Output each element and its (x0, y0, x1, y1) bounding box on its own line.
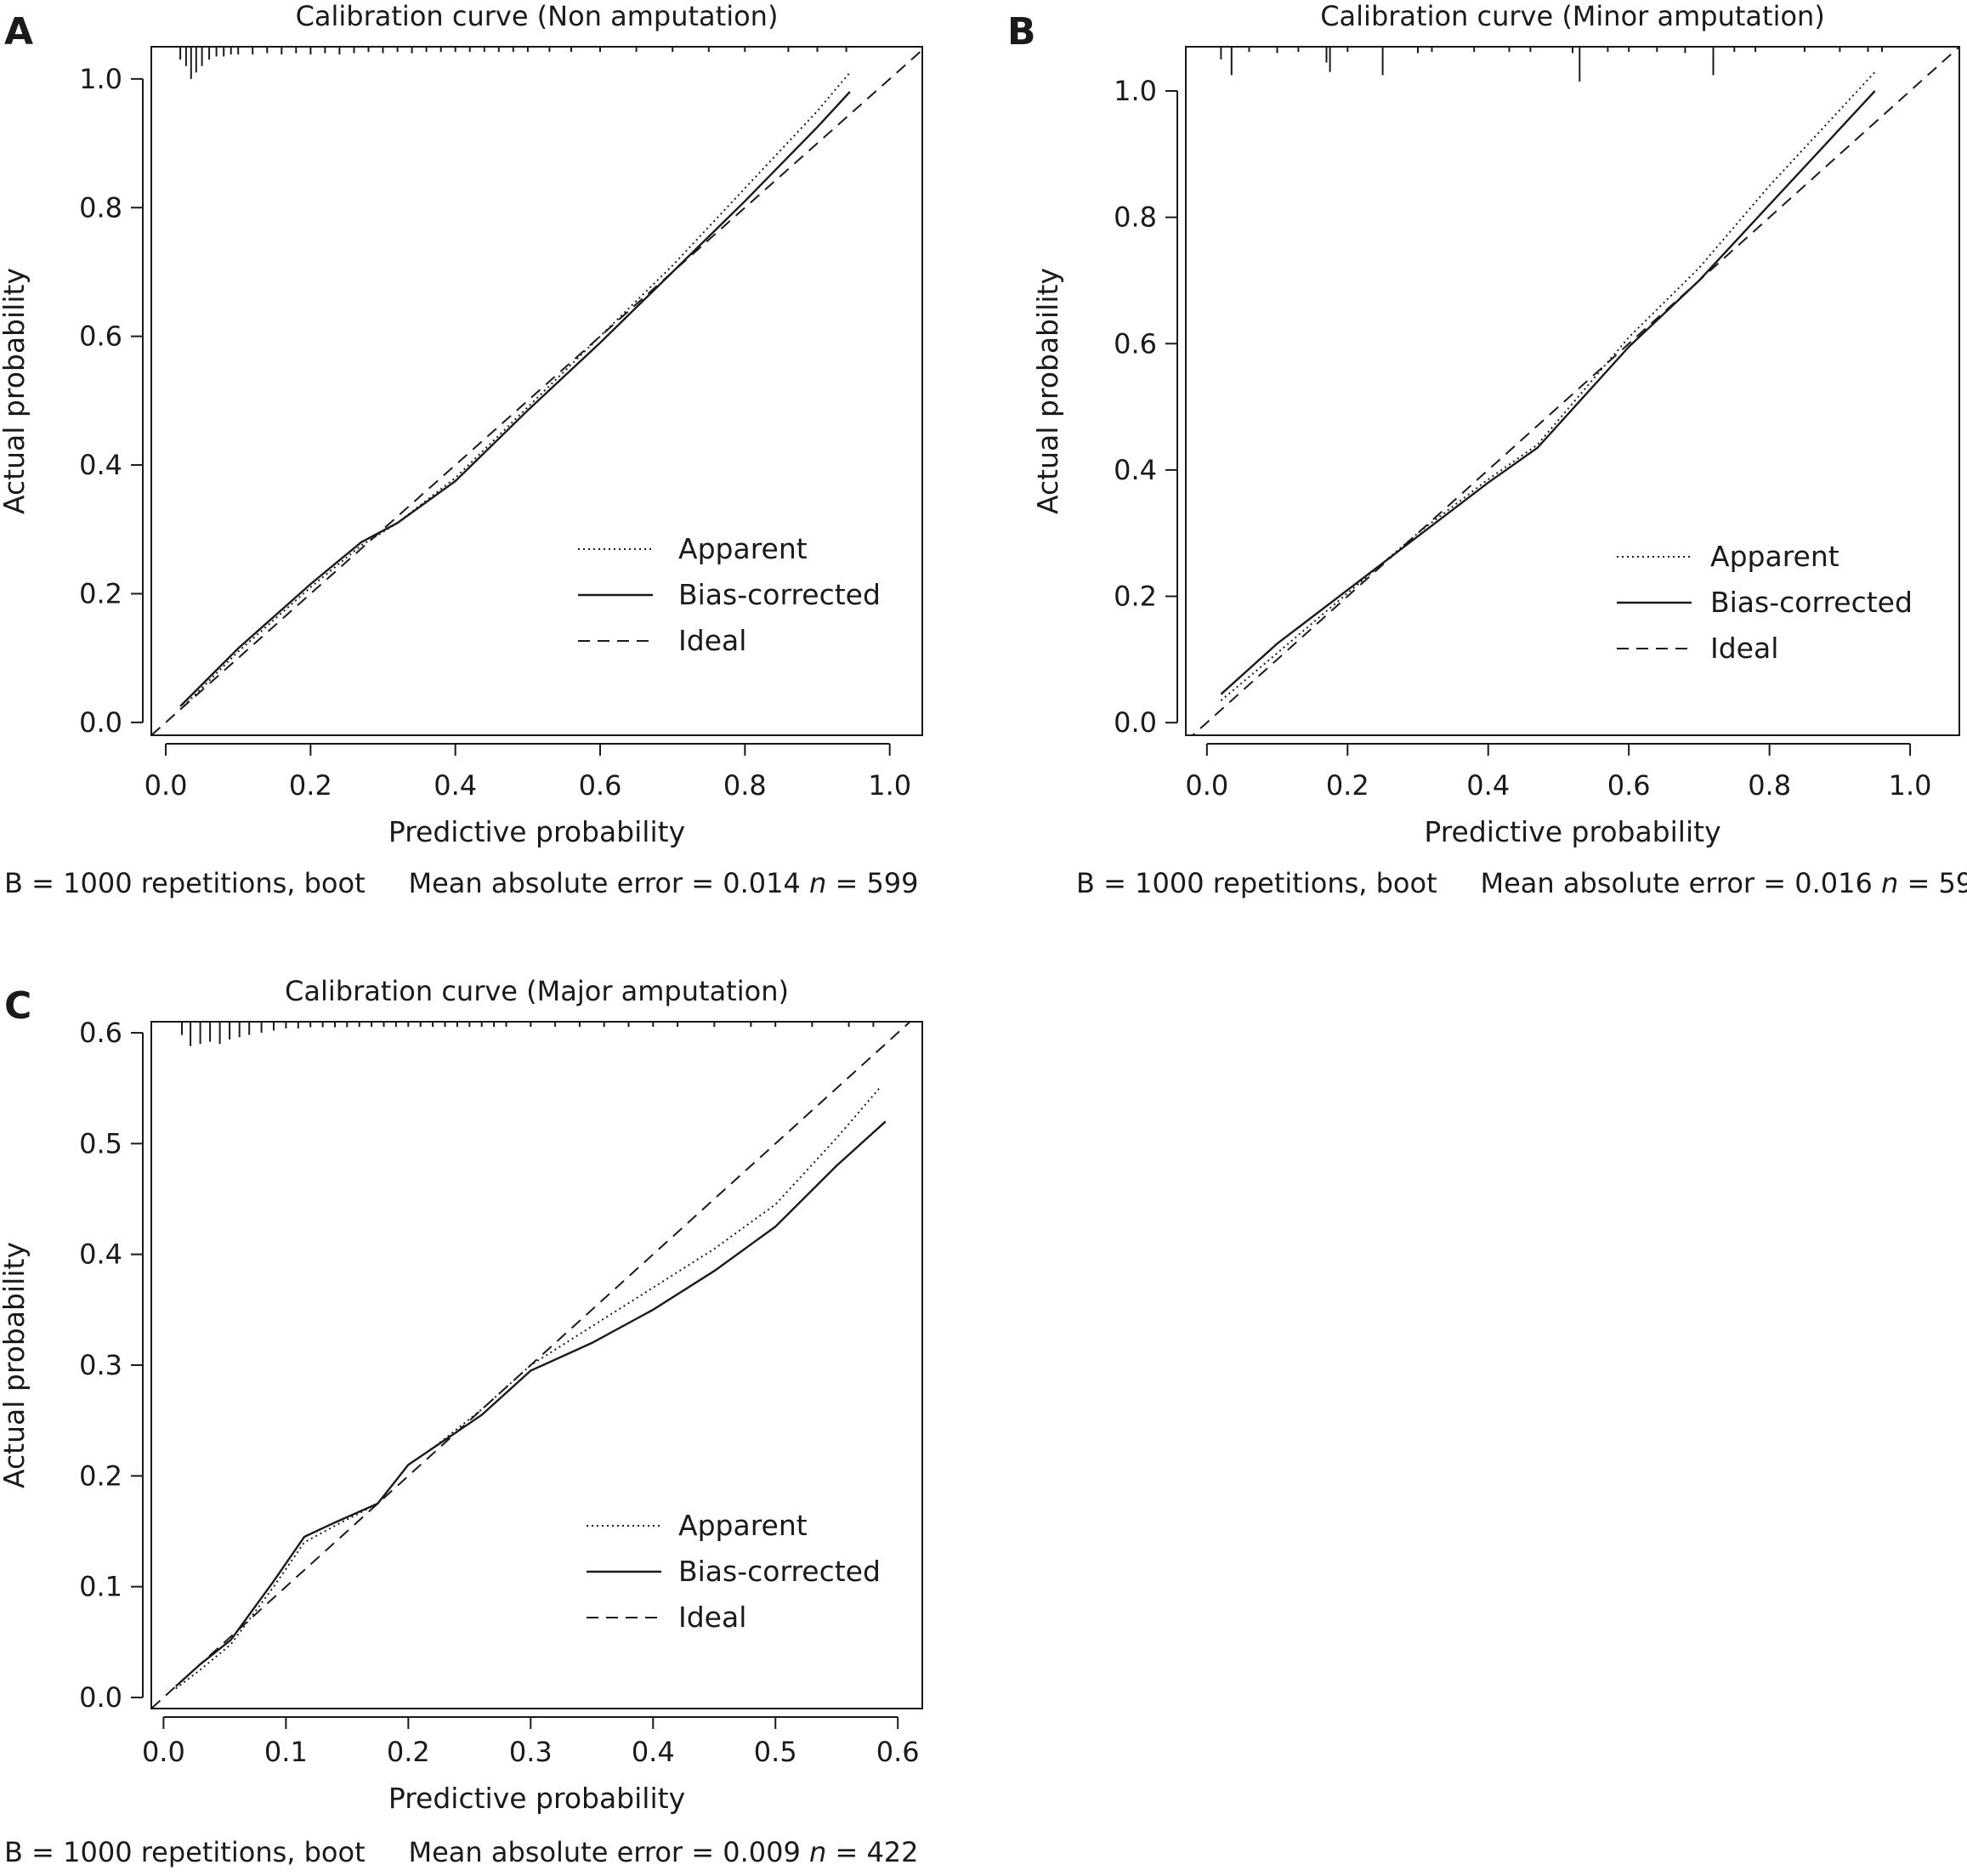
y-tick-label: 0.0 (79, 1681, 122, 1714)
footer-stats: B = 1000 repetitions, boot Mean absolute… (4, 1836, 919, 1868)
series-line-ideal (1191, 47, 1959, 735)
footer-n-symbol: n (809, 867, 826, 899)
footer-n-symbol: n (1881, 867, 1898, 899)
x-tick-label: 0.6 (1607, 769, 1651, 802)
y-tick-label: 0.8 (1114, 201, 1157, 234)
x-tick-label: 0.5 (754, 1736, 797, 1768)
rug-marks (181, 1022, 875, 1046)
x-axis-label: Predictive probability (388, 1782, 685, 1815)
y-tick-label: 0.0 (1114, 706, 1157, 739)
x-tick-label: 0.2 (289, 769, 332, 802)
legend-label: Apparent (678, 1509, 808, 1542)
panel-letter: A (4, 10, 33, 54)
panel-letter: C (4, 984, 31, 1028)
footer-n-value: = 599 (1898, 867, 1967, 899)
legend: Apparent Bias-corrected Ideal (578, 532, 881, 657)
chart-panel-a: A Calibration curve (Non amputation) 0.0 0.… (0, 0, 923, 899)
legend-label: Bias-corrected (678, 1555, 881, 1588)
y-tick-label: 0.2 (79, 577, 122, 609)
y-axis-label: Actual probability (0, 1242, 31, 1488)
series-line-bias-corrected (174, 1120, 887, 1687)
x-axis-label: Predictive probability (388, 815, 685, 848)
x-tick-label: 0.0 (145, 769, 188, 802)
x-tick-label: 1.0 (1889, 769, 1932, 802)
y-tick-label: 1.0 (1114, 75, 1157, 107)
footer-text: B = 1000 repetitions, boot Mean absolute… (4, 1836, 809, 1868)
y-tick-label: 0.4 (1114, 454, 1157, 486)
x-tick-label: 0.1 (264, 1736, 308, 1768)
plot-frame (1185, 46, 1960, 736)
y-tick-label: 0.8 (79, 191, 122, 224)
plot-frame (150, 46, 923, 736)
panel-letter: B (1007, 10, 1036, 54)
chart-panel-b: B Calibration curve (Minor amputation) 0.0… (1007, 0, 1967, 899)
series-line-bias-corrected (179, 91, 851, 707)
plot-frame (150, 1021, 923, 1709)
x-tick-label: 0.4 (434, 769, 477, 802)
y-axis-label: Actual probability (0, 268, 31, 514)
footer-n-symbol: n (809, 1836, 826, 1868)
rug-marks (179, 47, 847, 79)
chart-panel-c: C Calibration curve (Major amputation) 0.0… (0, 975, 923, 1868)
y-tick-label: 0.3 (79, 1349, 122, 1381)
y-tick-label: 0.5 (79, 1127, 122, 1159)
legend-label: Apparent (678, 532, 808, 565)
y-tick-label: 0.6 (79, 1017, 122, 1049)
footer-stats: B = 1000 repetitions, boot Mean absolute… (4, 867, 919, 899)
x-tick-label: 0.6 (876, 1736, 920, 1768)
series-line-apparent (179, 71, 851, 711)
y-tick-label: 0.6 (79, 320, 122, 353)
y-tick-label: 1.0 (79, 63, 122, 95)
y-tick-label: 0.0 (79, 706, 122, 739)
chart-title: Calibration curve (Major amputation) (285, 975, 789, 1007)
footer-text: B = 1000 repetitions, boot Mean absolute… (4, 867, 809, 899)
x-tick-label: 0.8 (1748, 769, 1791, 802)
x-tick-label: 0.3 (509, 1736, 553, 1768)
footer-n-value: = 599 (826, 867, 918, 899)
y-tick-label: 0.2 (79, 1459, 122, 1492)
legend: Apparent Bias-corrected Ideal (1617, 540, 1913, 665)
x-tick-label: 0.0 (142, 1736, 185, 1768)
chart-title: Calibration curve (Non amputation) (296, 0, 779, 32)
x-axis-label: Predictive probability (1424, 815, 1720, 848)
x-tick-label: 0.4 (632, 1736, 675, 1768)
y-tick-label: 0.4 (79, 449, 122, 481)
series-line-ideal (151, 49, 922, 735)
x-tick-label: 0.0 (1185, 769, 1228, 802)
legend-label: Ideal (678, 1601, 746, 1634)
y-tick-label: 0.2 (1114, 581, 1157, 613)
footer-n-value: = 422 (826, 1836, 918, 1868)
plot-area (151, 1022, 912, 1709)
y-axis-label: Actual probability (1031, 268, 1064, 514)
x-tick-label: 0.6 (579, 769, 622, 802)
footer-stats: B = 1000 repetitions, boot Mean absolute… (1076, 867, 1967, 899)
plot-area (1191, 47, 1959, 735)
x-tick-label: 0.4 (1466, 769, 1510, 802)
y-tick-label: 0.1 (79, 1571, 122, 1603)
series-line-ideal (151, 1022, 912, 1709)
legend-label: Bias-corrected (678, 578, 881, 611)
y-tick-label: 0.4 (79, 1238, 122, 1271)
legend-label: Ideal (678, 624, 746, 657)
legend: Apparent Bias-corrected Ideal (587, 1509, 881, 1634)
plot-area (151, 49, 922, 735)
series-line-bias-corrected (1220, 90, 1876, 695)
y-tick-label: 0.6 (1114, 327, 1157, 360)
legend-label: Ideal (1710, 632, 1778, 665)
chart-title: Calibration curve (Minor amputation) (1320, 0, 1825, 32)
legend-label: Bias-corrected (1710, 586, 1913, 619)
x-tick-label: 0.8 (723, 769, 767, 802)
footer-text: B = 1000 repetitions, boot Mean absolute… (1076, 867, 1881, 899)
legend-label: Apparent (1710, 540, 1839, 573)
series-line-apparent (175, 1087, 881, 1690)
rug-marks (1220, 47, 1883, 82)
x-tick-label: 0.2 (387, 1736, 430, 1768)
x-tick-label: 1.0 (868, 769, 911, 802)
x-tick-label: 0.2 (1326, 769, 1369, 802)
